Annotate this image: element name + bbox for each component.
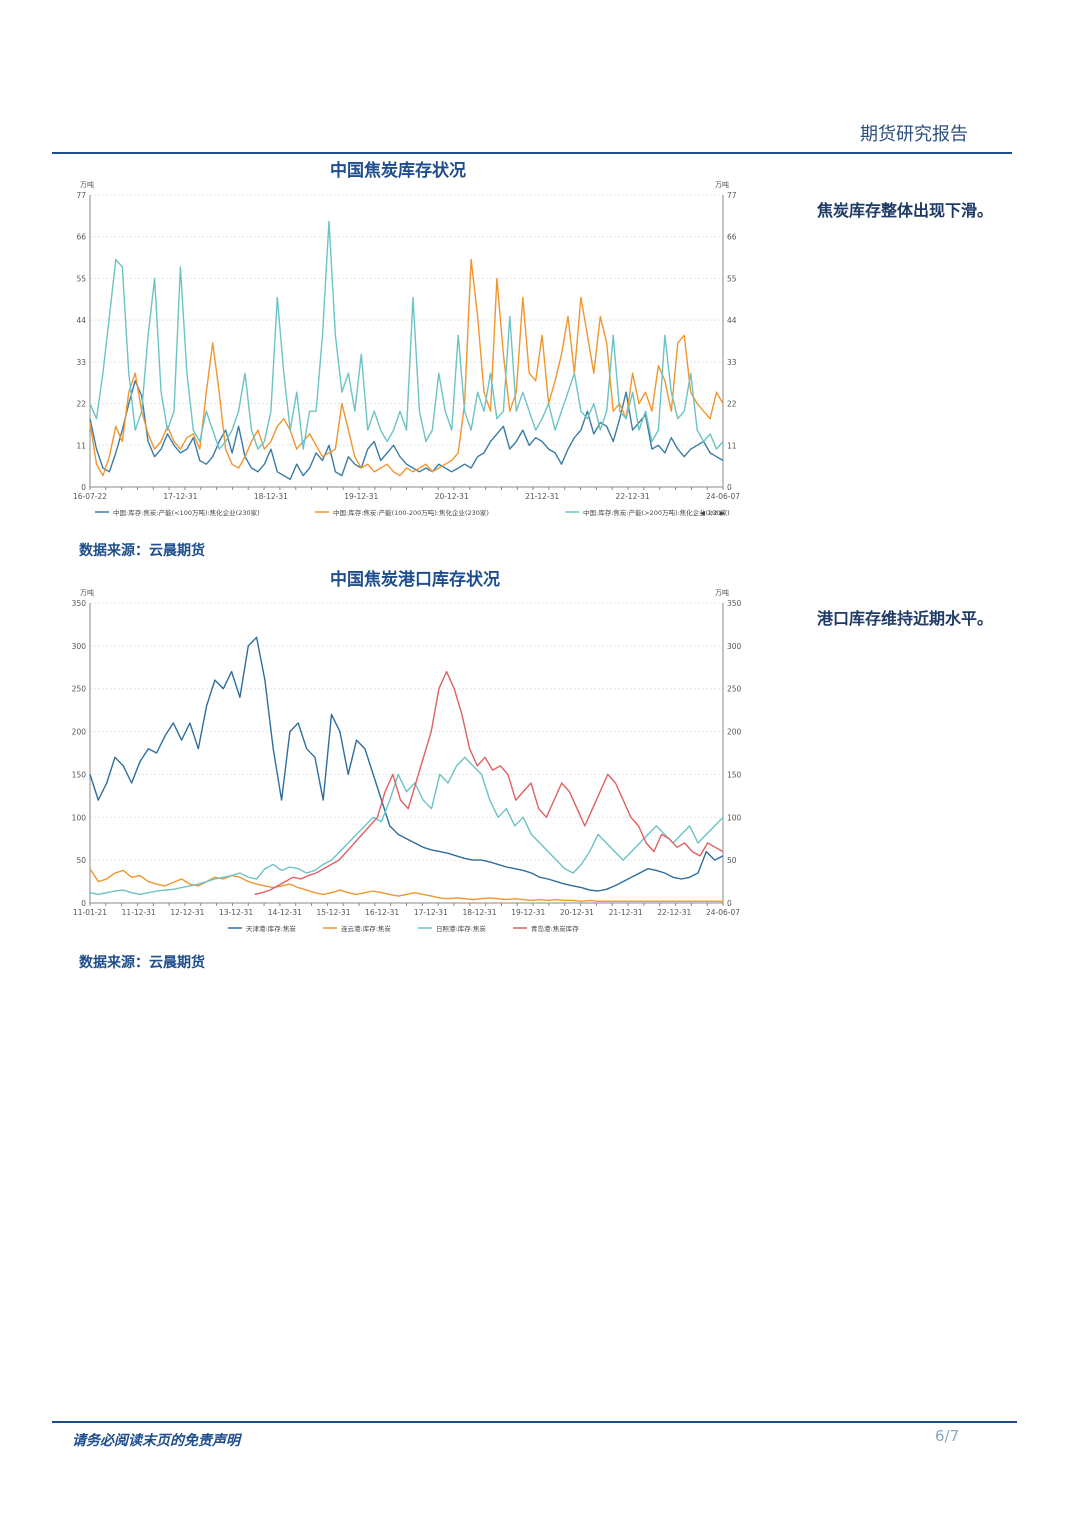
x-tick-label: 18-12-31 bbox=[254, 492, 288, 501]
y-tick-label-right: 44 bbox=[727, 316, 737, 325]
chart1-source: 数据来源：云晨期货 bbox=[79, 543, 205, 559]
y-tick-label-left: 11 bbox=[76, 441, 86, 450]
y-tick-label-right: 50 bbox=[727, 856, 737, 865]
legend-label-3: 青岛港:焦炭库存 bbox=[531, 924, 579, 933]
legend-label-1: 中国:库存:焦炭:产能(100-200万吨):焦化企业(230家) bbox=[333, 508, 489, 517]
y-tick-label-left: 100 bbox=[72, 813, 87, 822]
y-unit-left: 万吨 bbox=[80, 588, 94, 597]
chart2-note: 港口库存维持近期水平。 bbox=[817, 609, 994, 628]
page-number: 6/7 bbox=[935, 1427, 960, 1445]
legend-label-0: 天津港:库存:焦炭 bbox=[246, 924, 296, 933]
y-tick-label-left: 250 bbox=[72, 685, 87, 694]
y-tick-label-left: 55 bbox=[76, 274, 86, 283]
y-tick-label-right: 150 bbox=[727, 770, 742, 779]
y-tick-label-left: 22 bbox=[76, 400, 86, 409]
y-tick-label-left: 150 bbox=[72, 770, 87, 779]
y-tick-label-right: 77 bbox=[727, 191, 737, 200]
x-tick-label: 22-12-31 bbox=[657, 908, 691, 917]
x-tick-label: 14-12-31 bbox=[268, 908, 302, 917]
y-tick-label-right: 100 bbox=[727, 813, 742, 822]
y-unit-right: 万吨 bbox=[715, 180, 729, 189]
y-tick-label-right: 200 bbox=[727, 728, 742, 737]
y-tick-label-right: 66 bbox=[727, 233, 737, 242]
x-tick-label: 11-12-31 bbox=[122, 908, 156, 917]
chart1-inventory: 万吨 万吨 0 0 11 11 22 22 33 33 44 44 55 55 66 66 77 77 16-07-… bbox=[73, 180, 740, 517]
legend-label-0: 中国:库存:焦炭:产能(<100万吨):焦化企业(230家) bbox=[113, 508, 260, 517]
x-tick-label: 13-12-31 bbox=[219, 908, 253, 917]
x-tick-label: 15-12-31 bbox=[316, 908, 350, 917]
y-tick-label-right: 350 bbox=[727, 599, 742, 608]
footer-disclaimer: 请务必阅读末页的免责声明 bbox=[72, 1433, 240, 1449]
y-tick-label-left: 66 bbox=[76, 233, 86, 242]
x-tick-label: 21-12-31 bbox=[525, 492, 559, 501]
x-tick-label: 18-12-31 bbox=[463, 908, 497, 917]
x-tick-label: 17-12-31 bbox=[414, 908, 448, 917]
y-tick-label-left: 77 bbox=[76, 191, 86, 200]
series-line-2 bbox=[89, 220, 724, 450]
x-tick-label: 11-01-21 bbox=[73, 908, 107, 917]
y-tick-label-left: 44 bbox=[76, 316, 86, 325]
chart2-title: 中国焦炭港口库存状况 bbox=[330, 570, 500, 590]
y-unit-left: 万吨 bbox=[80, 180, 94, 189]
legend-label-2: 日照港:库存:焦炭 bbox=[436, 924, 486, 933]
series-line-1 bbox=[89, 258, 724, 477]
y-tick-label-right: 300 bbox=[727, 642, 742, 651]
x-tick-label: 24-06-07 bbox=[706, 908, 740, 917]
y-tick-label-left: 0 bbox=[81, 483, 86, 492]
x-tick-label: 19-12-31 bbox=[344, 492, 378, 501]
x-tick-label: 19-12-31 bbox=[511, 908, 545, 917]
y-unit-right: 万吨 bbox=[715, 588, 729, 597]
series-line-2 bbox=[89, 756, 724, 896]
footer-rule bbox=[52, 1421, 1017, 1423]
series-line-0 bbox=[89, 380, 724, 481]
chart2-port-inventory: 万吨 万吨 0 0 50 50 100 100 150 150 200 200 250 250 300 300… bbox=[72, 588, 742, 933]
y-tick-label-right: 22 bbox=[727, 400, 737, 409]
y-tick-label-right: 0 bbox=[727, 899, 732, 908]
y-tick-label-left: 200 bbox=[72, 728, 87, 737]
legend-pager: ◀ 1/2 ▶ bbox=[700, 509, 725, 517]
x-tick-label: 16-12-31 bbox=[365, 908, 399, 917]
chart1-note: 焦炭库存整体出现下滑。 bbox=[817, 201, 994, 220]
y-tick-label-left: 300 bbox=[72, 642, 87, 651]
y-tick-label-left: 0 bbox=[81, 899, 86, 908]
legend-label-2: 中国:库存:焦炭:产能(>200万吨):焦化企业(230家) bbox=[583, 508, 730, 517]
legend-label-1: 连云港:库存:焦炭 bbox=[341, 924, 391, 933]
x-tick-label: 20-12-31 bbox=[435, 492, 469, 501]
chart1-title: 中国焦炭库存状况 bbox=[330, 161, 466, 181]
y-tick-label-right: 11 bbox=[727, 441, 737, 450]
x-tick-label: 22-12-31 bbox=[616, 492, 650, 501]
series-line-0 bbox=[89, 636, 724, 892]
x-tick-label: 24-06-07 bbox=[706, 492, 740, 501]
y-tick-label-right: 0 bbox=[727, 483, 732, 492]
y-tick-label-right: 250 bbox=[727, 685, 742, 694]
x-tick-label: 16-07-22 bbox=[73, 492, 107, 501]
series-line-3 bbox=[254, 670, 724, 896]
report-header-title: 期货研究报告 bbox=[860, 124, 968, 145]
x-tick-label: 17-12-31 bbox=[163, 492, 197, 501]
x-tick-label: 20-12-31 bbox=[560, 908, 594, 917]
x-tick-label: 21-12-31 bbox=[609, 908, 643, 917]
y-tick-label-left: 50 bbox=[76, 856, 86, 865]
x-tick-label: 12-12-31 bbox=[170, 908, 204, 917]
y-tick-label-left: 33 bbox=[76, 358, 86, 367]
y-tick-label-right: 33 bbox=[727, 358, 737, 367]
chart2-source: 数据来源：云晨期货 bbox=[79, 955, 205, 971]
header-rule bbox=[52, 152, 1012, 154]
y-tick-label-right: 55 bbox=[727, 274, 737, 283]
series-line-1 bbox=[89, 868, 723, 902]
y-tick-label-left: 350 bbox=[72, 599, 87, 608]
